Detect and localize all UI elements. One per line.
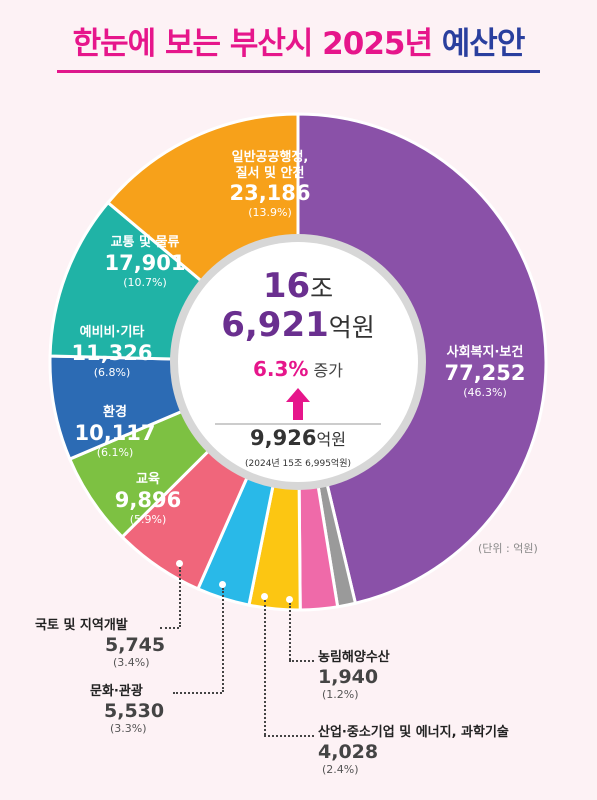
- prev-year-note: (2024년 15조 6,995억원): [245, 459, 351, 469]
- total-billion: 6,921억원: [198, 305, 398, 345]
- segment-name: 예비비·기타: [79, 325, 145, 340]
- increase-amount: 9,926억원: [203, 426, 393, 450]
- label-transport: 교통 및 물류 17,901 (10.7%): [85, 235, 205, 289]
- segment-value: 9,896: [114, 487, 182, 512]
- segment-value: 77,252: [444, 360, 526, 385]
- segment-name: 교통 및 물류: [110, 235, 180, 250]
- increase-amount-unit: 억원: [316, 430, 346, 449]
- leader-line-land-h: [160, 627, 179, 629]
- label-culture-tourism: 문화·관광 5,530 (3.3%): [90, 684, 200, 736]
- segment-value: 5,530: [104, 699, 165, 722]
- segment-percent: (1.2%): [322, 688, 359, 702]
- label-land-development: 국토 및 지역개발 5,745 (3.4%): [35, 618, 185, 670]
- leader-line-culture: [222, 588, 224, 692]
- segment-name: 국토 및 지역개발: [35, 618, 128, 633]
- leader-dot-culture: [219, 581, 226, 588]
- label-education: 교육 9,896 (5.9%): [98, 472, 198, 526]
- segment-value: 11,326: [71, 340, 153, 365]
- total-billion-number: 6,921: [221, 305, 329, 345]
- segment-percent: (6.1%): [96, 445, 134, 459]
- segment-percent: (13.9%): [248, 206, 292, 220]
- segment-value: 23,186: [229, 181, 311, 206]
- label-welfare: 사회복지·보건 77,252 (46.3%): [420, 345, 550, 399]
- segment-value: 4,028: [318, 740, 379, 763]
- total-trillion-number: 16: [262, 266, 311, 306]
- title-part-1: 한눈에 보는 부산시 2025년: [72, 26, 433, 62]
- segment-name: 사회복지·보건: [446, 345, 524, 360]
- segment-percent: (10.7%): [123, 275, 167, 289]
- center-circle: [178, 242, 418, 482]
- segment-value: 5,745: [105, 633, 166, 656]
- label-public-admin: 일반공공행정, 질서 및 안전 23,186 (13.9%): [200, 150, 340, 220]
- leader-line-industry-h: [264, 735, 314, 737]
- leader-dot-industry: [261, 593, 268, 600]
- leader-line-land: [179, 567, 181, 627]
- segment-name: 문화·관광: [90, 684, 143, 699]
- leader-line-culture-h: [173, 692, 222, 694]
- increase-line: 6.3% 증가: [213, 357, 383, 381]
- total-trillion: 16조: [213, 266, 383, 306]
- increase-arrow-icon: [286, 388, 310, 420]
- segment-value: 10,117: [74, 420, 156, 445]
- segment-name: 환경: [103, 405, 127, 420]
- segment-percent: (3.4%): [113, 656, 150, 670]
- increase-percent: 6.3%: [252, 357, 309, 381]
- label-reserve: 예비비·기타 11,326 (6.8%): [57, 325, 167, 379]
- label-environment: 환경 10,117 (6.1%): [60, 405, 170, 459]
- segment-percent: (6.8%): [93, 365, 131, 379]
- title-underline: [57, 70, 540, 73]
- leader-line-agriculture: [289, 603, 291, 660]
- segment-name-line2: 질서 및 안전: [235, 165, 305, 181]
- segment-name: 교육: [136, 472, 160, 487]
- segment-name: 농림해양수산: [318, 650, 390, 665]
- unit-note: (단위 : 억원): [478, 542, 538, 555]
- leader-line-agriculture-h: [289, 660, 314, 662]
- segment-percent: (46.3%): [463, 385, 507, 399]
- leader-line-industry: [264, 600, 266, 735]
- page-title: 한눈에 보는 부산시 2025년 예산안: [0, 18, 597, 63]
- label-industry: 산업·중소기업 및 에너지, 과학기술 4,028 (2.4%): [318, 725, 588, 777]
- segment-percent: (5.9%): [129, 512, 167, 526]
- segment-name-line1: 일반공공행정,: [231, 150, 309, 165]
- segment-name: 산업·중소기업 및 에너지, 과학기술: [318, 725, 509, 740]
- increase-word: 증가: [313, 361, 343, 380]
- leader-dot-agriculture: [286, 596, 293, 603]
- segment-percent: (2.4%): [322, 763, 359, 777]
- total-billion-unit: 억원: [328, 313, 375, 342]
- total-trillion-unit: 조: [310, 274, 334, 303]
- segment-value: 17,901: [104, 250, 186, 275]
- segment-percent: (3.3%): [110, 722, 147, 736]
- leader-dot-land: [176, 560, 183, 567]
- segment-value: 1,940: [318, 665, 379, 688]
- title-part-2: 예산안: [441, 26, 526, 62]
- increase-amount-number: 9,926: [250, 426, 317, 450]
- label-agriculture: 농림해양수산 1,940 (1.2%): [318, 650, 448, 702]
